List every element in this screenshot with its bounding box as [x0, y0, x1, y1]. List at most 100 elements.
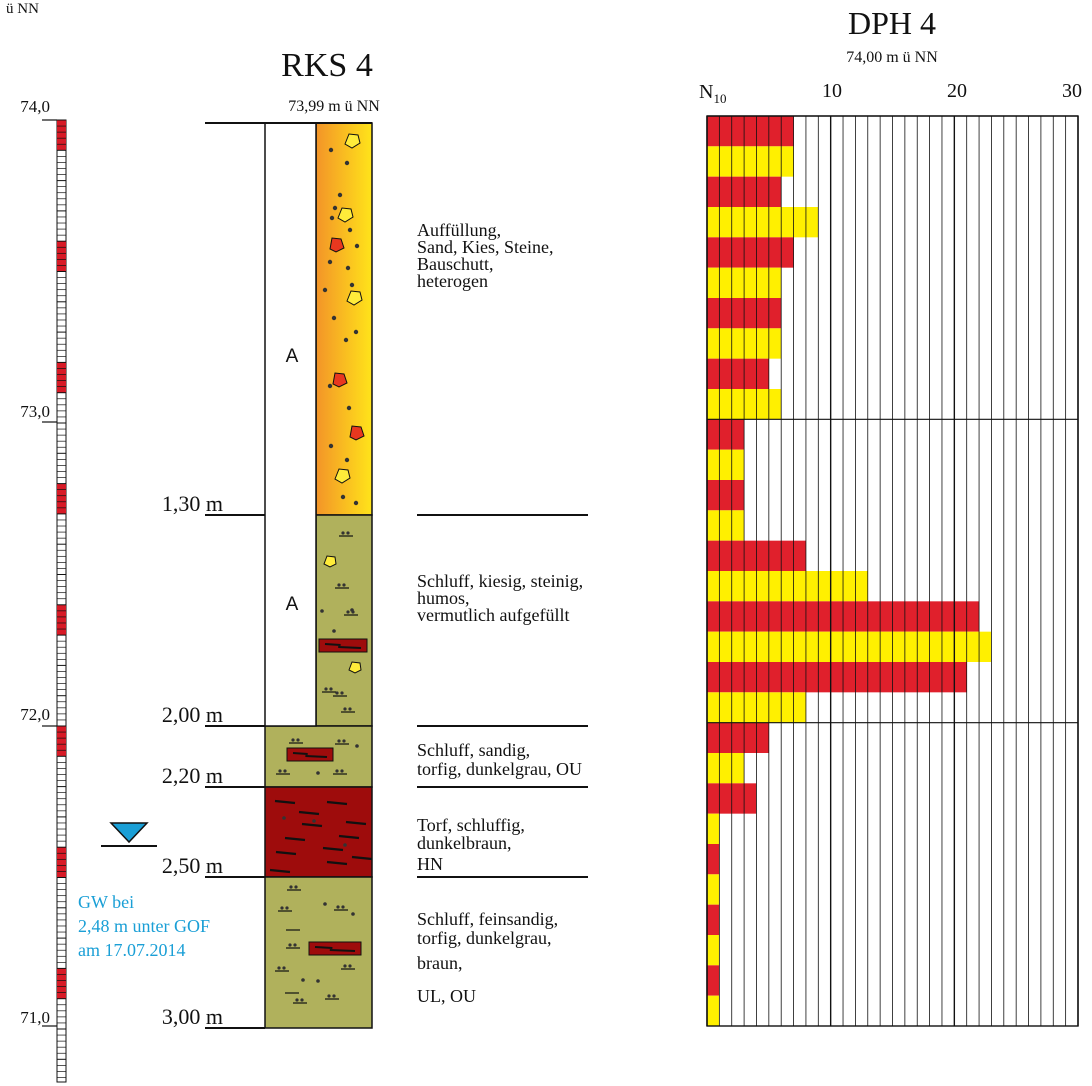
silt-dot	[342, 583, 346, 587]
silt-dot	[340, 691, 344, 695]
silt-dot	[300, 998, 304, 1002]
gravel-dot	[353, 500, 359, 506]
rks-title: RKS 4	[281, 47, 373, 84]
peat-stroke	[314, 946, 333, 949]
peat-stroke	[329, 949, 356, 952]
stone-red-icon	[349, 425, 365, 441]
dph-bar	[707, 237, 794, 268]
ruler-red-segment	[57, 241, 66, 272]
svg-text:HN: HN	[417, 854, 443, 874]
peat-stroke	[284, 836, 306, 842]
layer-description-1: Auffüllung, Sand, Kies, Steine, Bauschut…	[417, 220, 554, 291]
dph-bar	[707, 480, 745, 511]
ruler-red-segment	[57, 726, 66, 757]
svg-text:Torf, schluffig,: Torf, schluffig,	[417, 815, 525, 835]
corner-label: ü NN	[6, 1, 39, 17]
ruler-red-segment	[57, 362, 66, 393]
layer-description-2: Schluff, kiesig, steinig, humos, vermutl…	[417, 571, 583, 625]
elevation-tick-label: 72,0	[20, 705, 50, 724]
sand-dot	[332, 629, 336, 633]
gravel-dot	[354, 243, 360, 249]
depth-label: 3,00 m	[162, 1004, 223, 1029]
gravel-dot	[346, 405, 352, 411]
silt-dot	[335, 691, 339, 695]
sand-dot	[351, 912, 355, 916]
dph-bar	[707, 571, 868, 602]
dph-bar	[707, 146, 794, 177]
layer-symbol-1: A	[286, 346, 299, 367]
silt-dot	[341, 531, 345, 535]
svg-text:am 17.07.2014: am 17.07.2014	[78, 940, 186, 960]
silt-dot	[341, 905, 345, 909]
gravel-dot	[340, 494, 346, 500]
stone-yellow-icon	[344, 133, 361, 149]
peat-inclusion	[286, 747, 334, 762]
peat-dot	[312, 819, 316, 823]
depth-label: 1,30 m	[162, 491, 223, 516]
groundwater-marker	[101, 822, 157, 847]
stone-yellow-icon	[348, 661, 362, 674]
layer-symbol-2: A	[286, 594, 299, 615]
dph-bar	[707, 722, 769, 753]
silt-dot	[295, 998, 299, 1002]
dph-n-label: N10	[699, 81, 726, 106]
peat-inclusion	[308, 941, 362, 956]
sand-dot	[323, 902, 327, 906]
svg-text:Schluff, sandig,: Schluff, sandig,	[417, 740, 530, 760]
ruler-red-segment	[57, 604, 66, 636]
silt-dot	[278, 769, 282, 773]
dph-bar	[707, 449, 745, 480]
gravel-dot	[353, 329, 359, 335]
stone-red-icon	[329, 237, 345, 253]
silt-dot	[337, 583, 341, 587]
peat-stroke	[345, 820, 367, 826]
dph-bar	[707, 874, 720, 905]
gravel-dot	[347, 227, 353, 233]
dph-bar	[707, 207, 819, 238]
gravel-dot	[344, 457, 350, 463]
sand-dot	[301, 978, 305, 982]
depth-labels: 1,30 m 2,00 m 2,20 m 2,50 m 3,00 m	[162, 491, 223, 1029]
silt-dot	[332, 994, 336, 998]
sand-dot	[355, 744, 359, 748]
depth-label: 2,00 m	[162, 702, 223, 727]
layer-fill-1	[315, 122, 373, 516]
ruler-red-segment	[57, 483, 66, 514]
silt-dot	[348, 964, 352, 968]
elevation-tick-label: 74,0	[20, 97, 50, 116]
dph-bar	[707, 631, 992, 662]
silt-dot	[343, 707, 347, 711]
silt-dot	[285, 906, 289, 910]
dph-chart	[706, 115, 1079, 1027]
layer-fill-3	[264, 725, 373, 788]
dph-bar	[707, 753, 745, 784]
rks-top-elevation: 73,99 m ü NN	[288, 98, 380, 115]
sand-dot	[350, 608, 354, 612]
dph-bar	[707, 935, 720, 966]
dph-bar	[707, 116, 794, 147]
peat-stroke	[275, 850, 297, 856]
depth-label: 2,50 m	[162, 853, 223, 878]
dph-bar	[707, 813, 720, 844]
dph-x-tick-label: 10	[822, 80, 842, 102]
peat-stroke	[274, 799, 296, 805]
silt-dot	[296, 738, 300, 742]
dph-x-tick-labels: 10 20 30	[822, 80, 1082, 102]
silt-dot	[329, 687, 333, 691]
svg-text:UL, OU: UL, OU	[417, 986, 476, 1006]
elevation-ruler	[42, 119, 67, 1083]
svg-text:Auffüllung,: Auffüllung,	[417, 220, 501, 240]
peat-stroke	[298, 810, 320, 816]
silt-dot	[343, 964, 347, 968]
silt-dot	[337, 739, 341, 743]
peat-stroke	[322, 846, 344, 852]
dph-bar	[707, 904, 720, 935]
silt-dot	[336, 905, 340, 909]
dph-bar	[707, 510, 745, 541]
dph-bar	[707, 844, 720, 875]
depth-label: 2,20 m	[162, 763, 223, 788]
peat-dot	[282, 816, 286, 820]
peat-stroke	[301, 822, 323, 828]
gravel-dot	[337, 192, 343, 198]
